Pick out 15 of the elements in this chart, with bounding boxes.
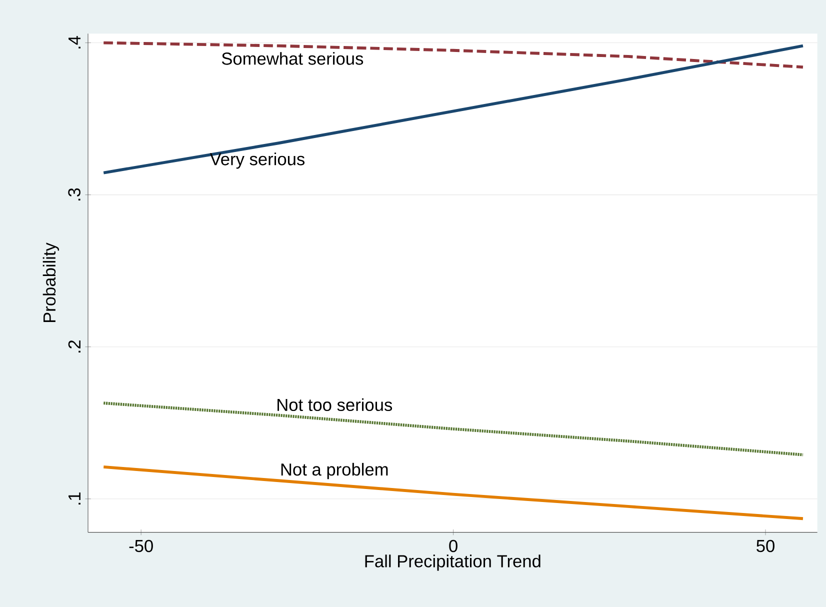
line-series [102,41,804,69]
y-tick-label: .4 [68,36,80,48]
x-tick-label: 0 [449,540,458,552]
series-label: Not a problem [281,462,388,480]
line-series [102,44,804,174]
series-label: Very serious [210,152,305,169]
y-axis-title: Probability [42,242,60,322]
y-tick-label: .1 [68,492,80,505]
y-tick-label: .2 [68,340,80,352]
series-label: Somewhat serious [222,52,364,65]
x-tick-label: -50 [129,540,153,552]
y-tick-label: .3 [68,188,80,200]
series-label: Not too serious [278,398,392,412]
x-tick-label: 50 [756,540,774,552]
x-axis-title: Fall Precipitation Trend [365,554,540,571]
